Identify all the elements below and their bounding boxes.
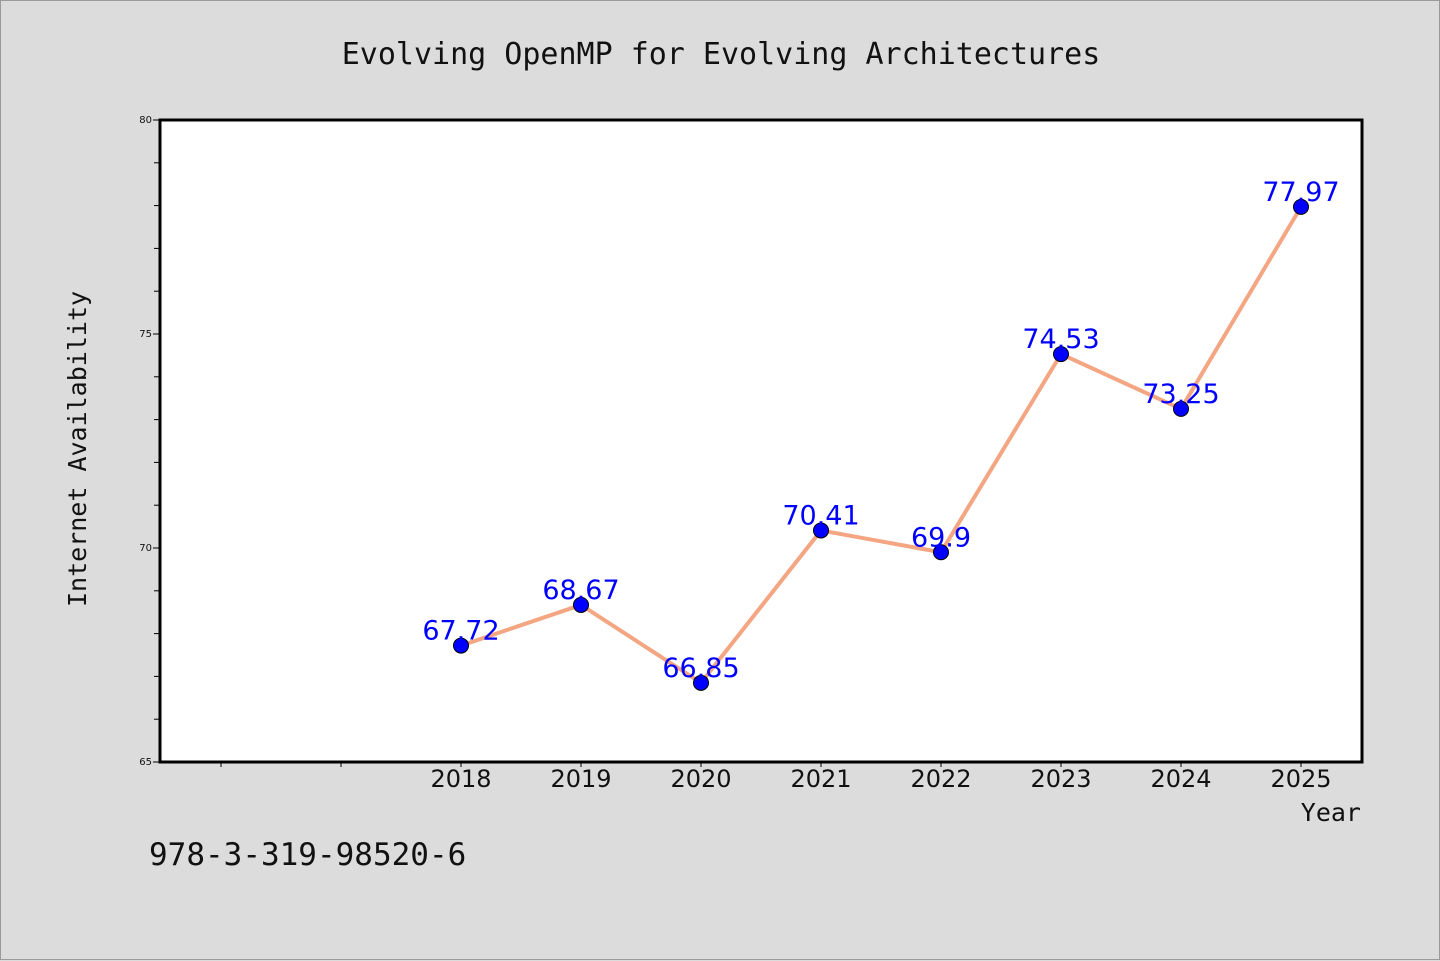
plot-area <box>158 118 1364 764</box>
x-tick-label: 2020 <box>670 765 731 793</box>
y-tick-label: 65 <box>139 757 152 768</box>
x-tick-label: 2021 <box>790 765 851 793</box>
y-tick-label: 75 <box>139 329 152 340</box>
data-label: 73.25 <box>1142 379 1219 410</box>
x-tick-label: 2022 <box>910 765 971 793</box>
data-labels: 67.72 68.67 66.85 70.41 69.9 74.53 73.25 77.97 <box>422 177 1339 684</box>
data-point <box>813 522 829 539</box>
data-label: 68.67 <box>542 575 619 606</box>
x-tick-label: 2025 <box>1270 765 1331 793</box>
data-label: 69.9 <box>911 522 971 553</box>
data-series <box>453 198 1309 691</box>
data-point <box>1293 198 1309 215</box>
data-point <box>453 637 469 654</box>
data-label: 66.85 <box>662 653 739 684</box>
x-tick-label: 2018 <box>430 765 491 793</box>
y-tick-label: 70 <box>139 543 152 554</box>
x-tick-label: 2023 <box>1030 765 1091 793</box>
y-axis: 65 70 75 80 <box>139 115 160 768</box>
data-point <box>693 674 709 691</box>
data-label: 77.97 <box>1262 177 1339 208</box>
isbn-caption: 978-3-319-98520-6 <box>149 837 466 873</box>
x-tick-label: 2019 <box>550 765 611 793</box>
chart-title: Evolving OpenMP for Evolving Architectur… <box>342 37 1101 72</box>
data-label: 74.53 <box>1022 324 1099 355</box>
x-axis: 2018 2019 2020 2021 2022 2023 2024 2025 <box>220 762 1332 793</box>
data-point <box>1173 400 1189 417</box>
series-line <box>460 205 1303 685</box>
data-label: 70.41 <box>782 500 859 531</box>
data-point <box>1053 346 1069 363</box>
x-axis-label: Year <box>1301 798 1361 827</box>
x-tick-label: 2024 <box>1150 765 1211 793</box>
data-label: 67.72 <box>422 616 499 647</box>
data-point <box>933 544 949 561</box>
y-axis-label: Internet Availability <box>63 291 92 607</box>
data-point <box>573 596 589 613</box>
y-tick-label: 80 <box>139 115 152 126</box>
